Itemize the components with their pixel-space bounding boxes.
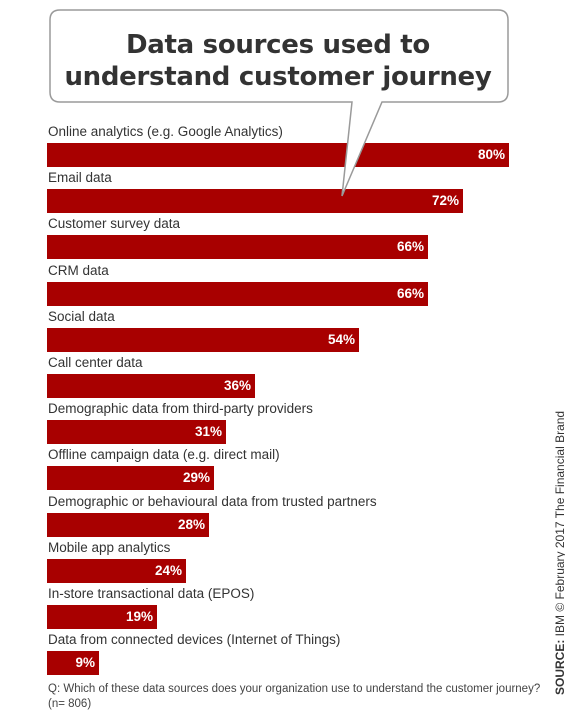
bar-value-label: 66% [396, 239, 424, 255]
bar-value-label: 31% [194, 424, 222, 440]
bar: 80% [47, 143, 509, 167]
bar-value-label: 72% [431, 193, 459, 209]
bar-value-label: 29% [182, 470, 210, 486]
bar: 19% [47, 605, 157, 629]
category-label: Offline campaign data (e.g. direct mail) [48, 447, 280, 463]
bar-value-label: 54% [327, 331, 355, 347]
bar: 36% [47, 374, 255, 398]
bar-value-label: 66% [396, 285, 424, 301]
survey-question: Q: Which of these data sources does your… [48, 683, 541, 695]
chart-title-line-1: Data sources used to [126, 30, 430, 60]
bar-value-label: 80% [477, 147, 505, 162]
bar-value-label: 36% [223, 378, 251, 393]
bar: 54% [47, 327, 359, 352]
bar: 72% [47, 189, 463, 214]
category-label: Call center data [48, 355, 143, 370]
bar-value-label: 28% [177, 516, 205, 532]
bar-value-label: 24% [154, 562, 182, 578]
category-label: Demographic or behavioural data from tru… [48, 493, 377, 509]
bar: 9% [47, 651, 99, 676]
category-label: Mobile app analytics [48, 539, 171, 555]
category-label: Demographic data from third-party provid… [48, 401, 313, 417]
bar-value-label: 9% [75, 655, 95, 671]
bar: 66% [47, 235, 428, 260]
sample-size: (n= 806) [48, 698, 92, 710]
category-label: Email data [48, 170, 112, 186]
category-label: Online analytics (e.g. Google Analytics) [48, 124, 283, 139]
bar-value-label: 19% [125, 609, 153, 624]
category-label: In-store transactional data (EPOS) [48, 586, 255, 601]
bar: 29% [47, 466, 214, 491]
category-label: CRM data [48, 262, 109, 278]
chart-title-line-2: understand customer journey [64, 62, 492, 92]
bar: 24% [47, 558, 186, 583]
category-label: Social data [48, 308, 115, 324]
bar: 66% [47, 281, 428, 306]
bar: 28% [47, 512, 209, 537]
category-label: Data from connected devices (Internet of… [48, 632, 341, 648]
category-label: Customer survey data [48, 216, 181, 232]
bar: 31% [47, 420, 226, 445]
